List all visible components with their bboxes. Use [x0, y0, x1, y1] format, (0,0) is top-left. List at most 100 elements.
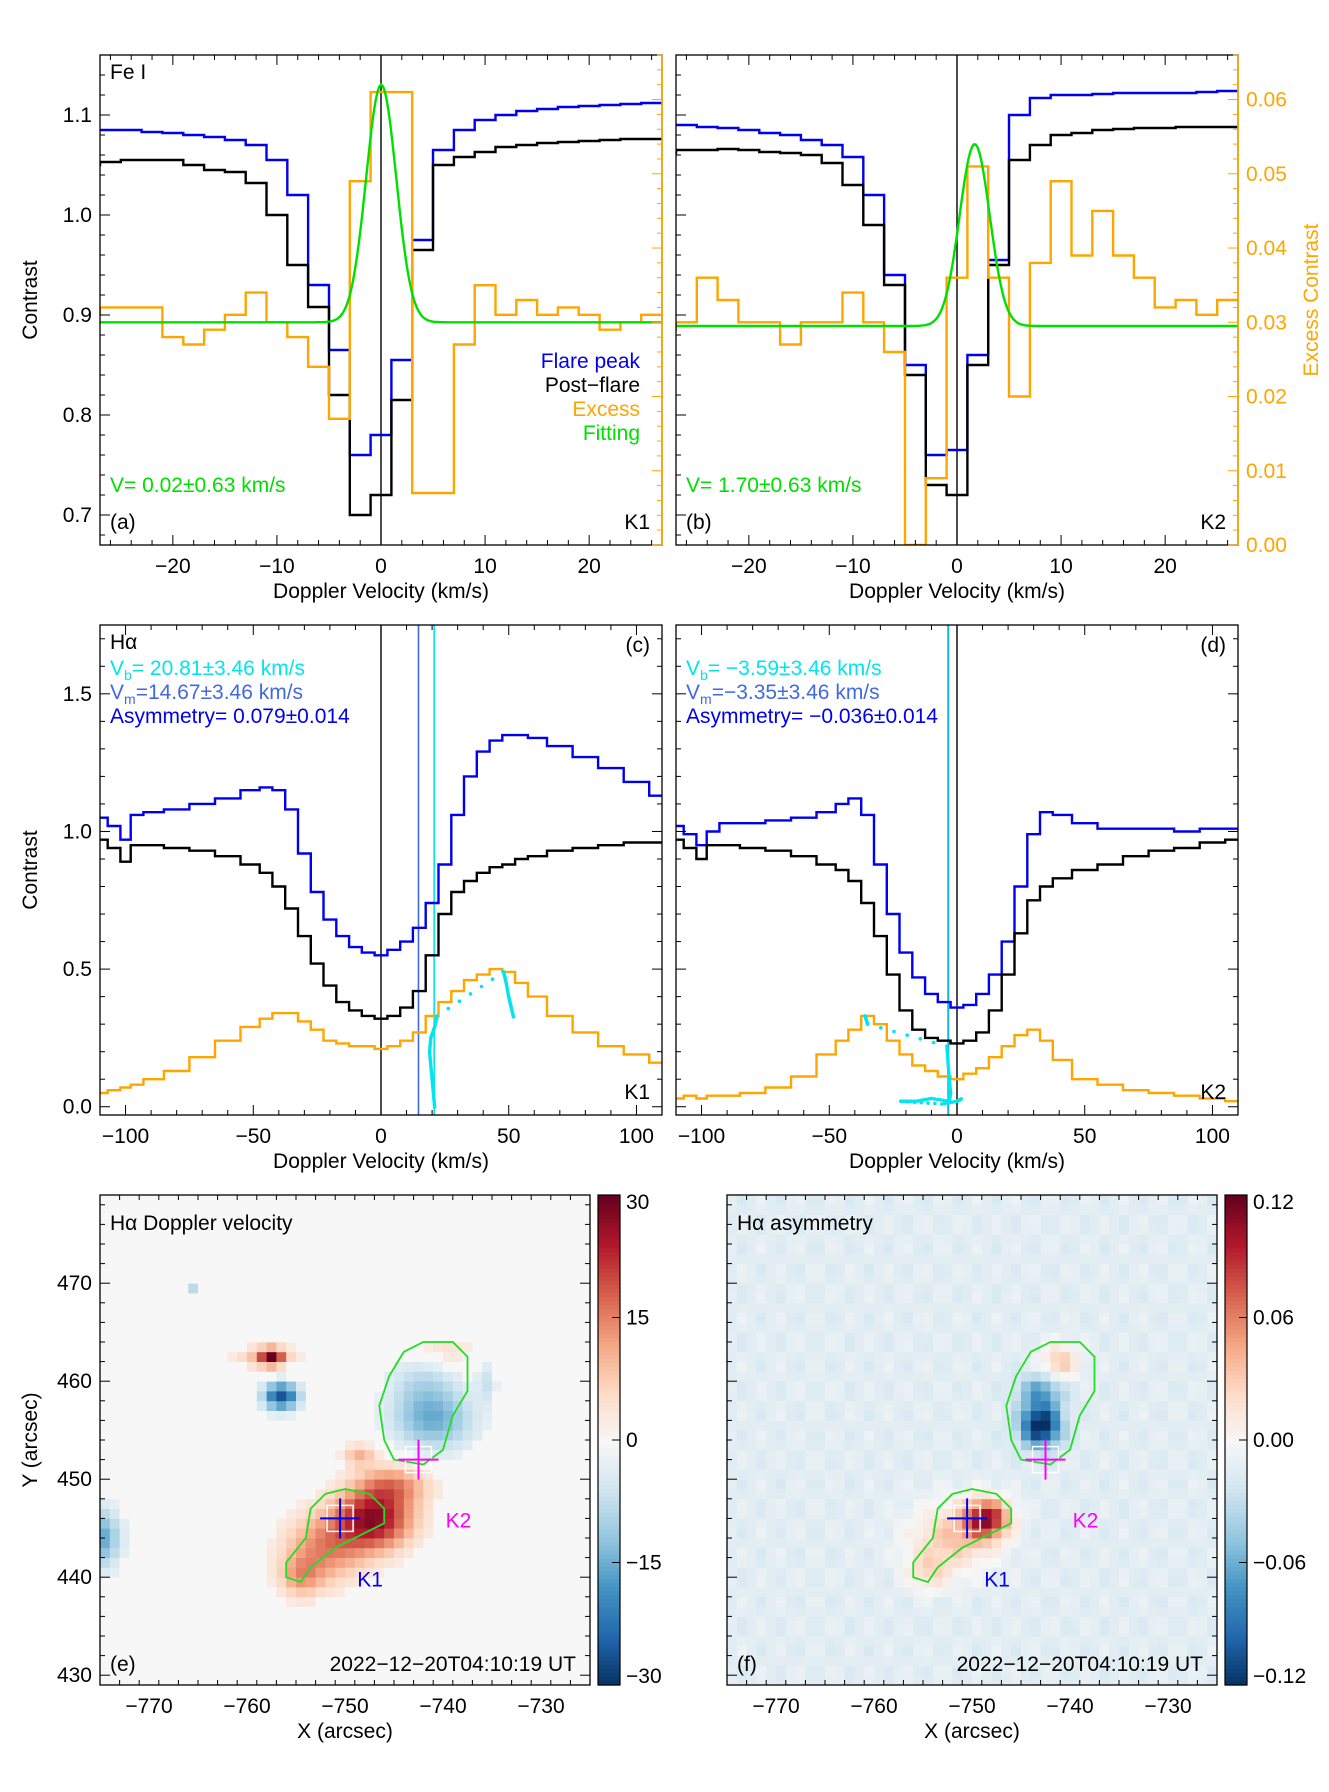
map-cell: [1001, 1234, 1012, 1245]
map-cell: [296, 1381, 307, 1392]
map-cell: [766, 1371, 777, 1382]
map-cell: [217, 1538, 228, 1549]
map-cell: [531, 1224, 542, 1235]
map-cell: [511, 1665, 522, 1676]
map-cell: [913, 1195, 924, 1206]
map-cell: [913, 1263, 924, 1274]
map-cell: [756, 1528, 767, 1539]
map-cell: [462, 1606, 473, 1617]
map-cell: [805, 1538, 816, 1549]
map-cell: [1011, 1489, 1022, 1500]
map-cell: [325, 1606, 336, 1617]
map-cell: [531, 1420, 542, 1431]
map-cell: [374, 1283, 385, 1294]
map-cell: [217, 1459, 228, 1470]
map-cell: [883, 1400, 894, 1411]
map-cell: [364, 1469, 375, 1480]
map-cell: [795, 1645, 806, 1656]
map-cell: [991, 1293, 1002, 1304]
map-cell: [198, 1332, 209, 1343]
map-cell: [972, 1361, 983, 1372]
map-cell: [952, 1420, 963, 1431]
map-cell: [785, 1557, 796, 1568]
map-cell: [149, 1204, 160, 1215]
map-cell: [580, 1449, 591, 1460]
map-cell: [158, 1528, 169, 1539]
map-cell: [256, 1391, 267, 1402]
map-cell: [776, 1410, 787, 1421]
map-cell: [335, 1361, 346, 1372]
map-cell: [844, 1381, 855, 1392]
map-cell: [932, 1214, 943, 1225]
map-cell: [1079, 1508, 1090, 1519]
map-cell: [217, 1293, 228, 1304]
map-cell: [1011, 1459, 1022, 1470]
map-cell: [952, 1547, 963, 1558]
map-cell: [100, 1263, 111, 1274]
map-cell: [492, 1665, 503, 1676]
map-cell: [883, 1263, 894, 1274]
map-cell: [942, 1577, 953, 1588]
map-cell: [1070, 1449, 1081, 1460]
map-cell: [1040, 1655, 1051, 1666]
map-cell: [1109, 1195, 1120, 1206]
map-cell: [756, 1322, 767, 1333]
map-cell: [521, 1440, 532, 1451]
map-cell: [384, 1577, 395, 1588]
map-cell: [883, 1489, 894, 1500]
map-cell: [198, 1273, 209, 1284]
colorbar-cell: [598, 1227, 620, 1233]
map-cell: [776, 1302, 787, 1313]
colorbar-cell: [598, 1480, 620, 1486]
map-cell: [207, 1234, 218, 1245]
map-cell: [913, 1351, 924, 1362]
map-cell: [932, 1479, 943, 1490]
map-cell: [374, 1479, 385, 1490]
map-cell: [844, 1410, 855, 1421]
map-cell: [844, 1489, 855, 1500]
map-cell: [580, 1577, 591, 1588]
map-cell: [433, 1244, 444, 1255]
map-cell: [296, 1449, 307, 1460]
map-cell: [315, 1342, 326, 1353]
map-cell: [1001, 1332, 1012, 1343]
map-cell: [942, 1224, 953, 1235]
map-cell: [325, 1283, 336, 1294]
map-cell: [580, 1489, 591, 1500]
map-cell: [325, 1302, 336, 1313]
map-cell: [942, 1459, 953, 1470]
map-cell: [550, 1577, 561, 1588]
map-cell: [893, 1273, 904, 1284]
map-cell: [531, 1489, 542, 1500]
map-cell: [825, 1400, 836, 1411]
map-cell: [139, 1577, 150, 1588]
y2-tick-label-b: 0.05: [1246, 163, 1287, 186]
map-cell: [158, 1391, 169, 1402]
bisector-point: [511, 1015, 516, 1019]
map-cell: [1001, 1626, 1012, 1637]
map-cell: [913, 1557, 924, 1568]
map-cell: [864, 1293, 875, 1304]
colorbar-cell: [598, 1587, 620, 1592]
map-cell: [227, 1655, 238, 1666]
bisector-point: [945, 1052, 950, 1057]
map-cell: [531, 1410, 542, 1421]
map-cell: [776, 1224, 787, 1235]
map-cell: [825, 1410, 836, 1421]
map-cell: [795, 1567, 806, 1578]
map-cell: [403, 1528, 414, 1539]
map-cell: [776, 1538, 787, 1549]
map-cell: [168, 1469, 179, 1480]
map-cell: [158, 1302, 169, 1313]
map-cell: [198, 1626, 209, 1637]
map-cell: [256, 1253, 267, 1264]
map-cell: [962, 1616, 973, 1627]
map-cell: [472, 1508, 483, 1519]
map-cell: [198, 1342, 209, 1353]
map-cell: [844, 1391, 855, 1402]
map-cell: [815, 1312, 826, 1323]
map-cell: [521, 1293, 532, 1304]
map-cell: [158, 1371, 169, 1382]
map-cell: [981, 1489, 992, 1500]
map-cell: [158, 1459, 169, 1470]
